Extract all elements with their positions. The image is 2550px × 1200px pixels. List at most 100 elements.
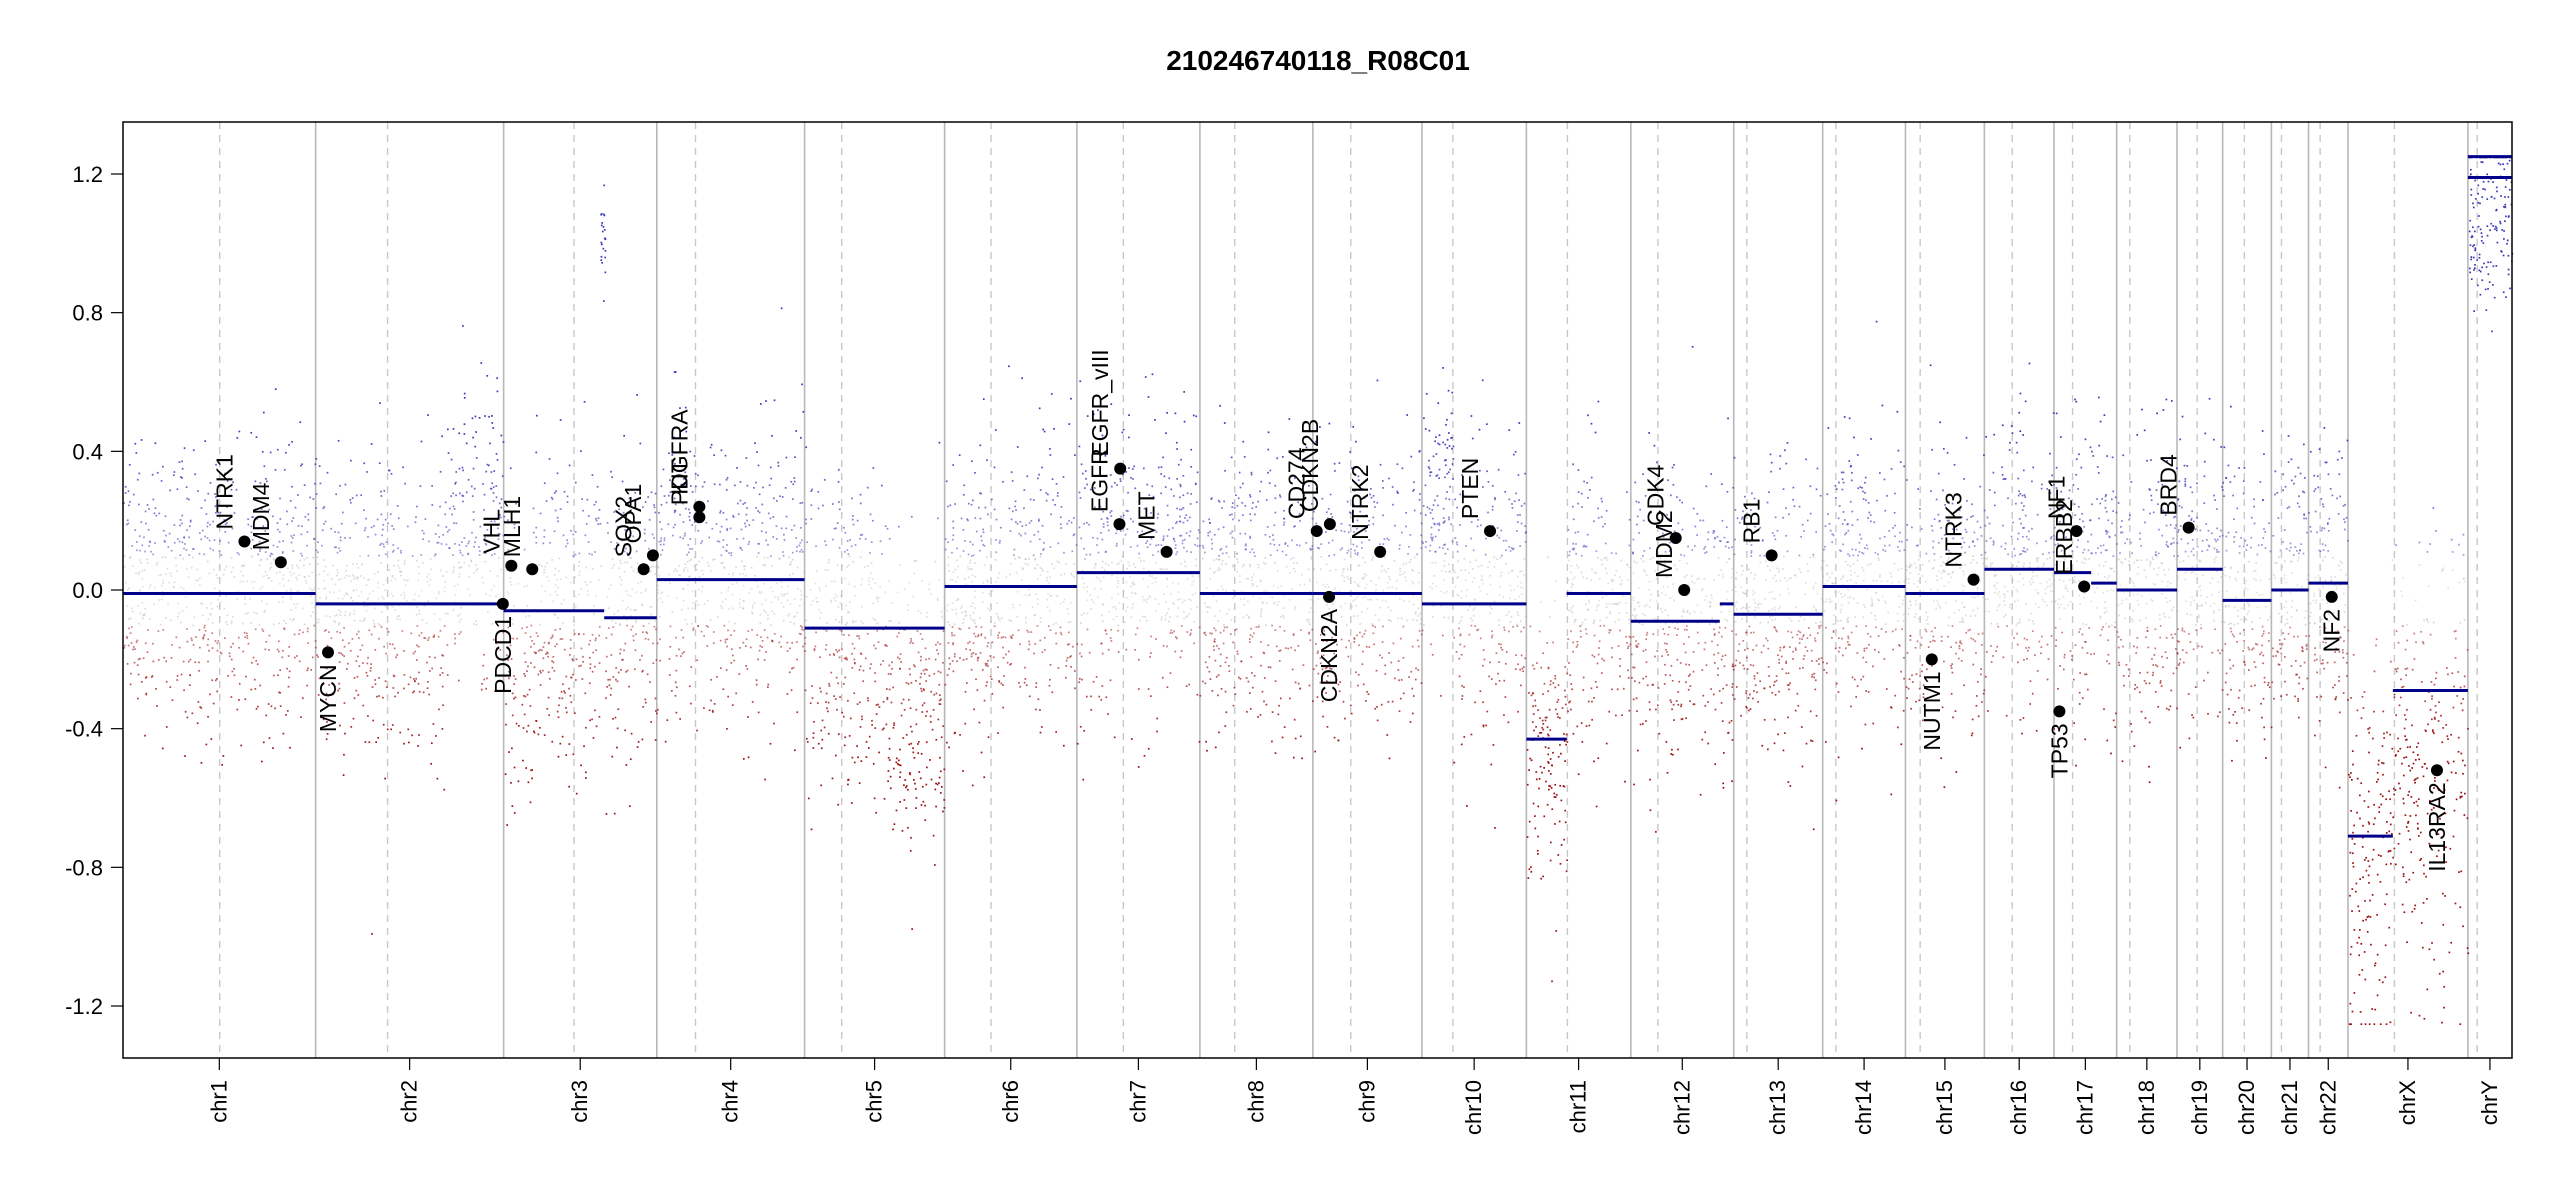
probe-point [350, 580, 353, 583]
probe-point [589, 667, 592, 670]
probe-point [336, 630, 338, 633]
probe-point [353, 575, 355, 578]
probe-point [1253, 551, 1255, 554]
probe-point [218, 565, 221, 568]
probe-point [951, 578, 954, 581]
probe-point [888, 580, 891, 583]
probe-point [225, 595, 227, 597]
probe-point [282, 578, 284, 580]
probe-point [422, 538, 424, 541]
probe-point [1166, 585, 1169, 588]
probe-point [168, 532, 171, 535]
probe-point [940, 736, 943, 739]
probe-point [788, 613, 791, 615]
probe-point [1164, 486, 1167, 488]
probe-point [1002, 636, 1005, 638]
probe-point [909, 707, 912, 710]
probe-point [238, 682, 241, 685]
probe-point [936, 641, 939, 644]
probe-point [1471, 581, 1474, 583]
probe-point [251, 555, 254, 558]
probe-point [752, 604, 754, 607]
probe-point [126, 663, 129, 665]
probe-point [1024, 666, 1026, 669]
probe-point [486, 677, 488, 680]
probe-point [1307, 618, 1310, 621]
probe-point [281, 656, 284, 659]
probe-point [1482, 725, 1485, 728]
probe-point [1195, 415, 1198, 418]
probe-point [1002, 656, 1005, 659]
probe-point [765, 531, 767, 534]
probe-point [455, 471, 458, 473]
probe-point [912, 751, 915, 754]
probe-point [1010, 471, 1013, 474]
probe-point [1460, 597, 1462, 599]
probe-point [337, 439, 340, 442]
probe-point [232, 566, 234, 569]
probe-point [1079, 725, 1082, 728]
probe-point [655, 710, 657, 712]
probe-point [1025, 524, 1027, 527]
probe-point [1524, 657, 1527, 660]
probe-point [180, 673, 183, 676]
probe-point [572, 533, 575, 536]
probe-point [1249, 634, 1252, 636]
probe-point [1272, 585, 1275, 587]
probe-point [658, 574, 661, 577]
probe-point [771, 435, 773, 437]
probe-point [232, 642, 234, 645]
probe-point [307, 642, 310, 644]
probe-point [1327, 675, 1329, 677]
probe-point [923, 672, 926, 675]
probe-point [211, 647, 214, 649]
probe-point [1029, 540, 1032, 543]
probe-point [691, 491, 694, 493]
probe-point [1474, 701, 1476, 704]
probe-point [969, 540, 972, 543]
probe-point [1327, 613, 1330, 616]
probe-point [448, 547, 450, 549]
probe-point [218, 550, 221, 552]
probe-point [1339, 605, 1342, 608]
probe-point [1108, 610, 1111, 613]
probe-point [1131, 607, 1134, 609]
probe-point [493, 584, 495, 587]
probe-point [1368, 524, 1370, 526]
probe-point [403, 563, 406, 565]
probe-point [1201, 544, 1204, 547]
probe-point [935, 738, 938, 741]
probe-point [899, 653, 902, 655]
probe-point [524, 695, 527, 698]
probe-point [1219, 653, 1222, 656]
probe-point [293, 572, 296, 575]
probe-point [558, 557, 561, 560]
probe-point [496, 575, 499, 577]
probe-point [538, 564, 541, 566]
probe-point [621, 658, 623, 661]
probe-point [1249, 537, 1252, 539]
probe-point [729, 527, 732, 530]
probe-point [311, 571, 313, 574]
probe-point [133, 661, 136, 664]
probe-point [896, 763, 899, 765]
probe-point [588, 552, 591, 555]
probe-point [610, 654, 613, 656]
probe-point [1246, 600, 1249, 603]
probe-point [908, 668, 911, 670]
probe-point [143, 536, 145, 539]
probe-point [456, 583, 459, 586]
probe-point [429, 670, 431, 672]
probe-point [126, 519, 129, 522]
probe-point [1519, 514, 1521, 516]
probe-point [709, 619, 712, 622]
probe-point [705, 624, 708, 627]
probe-point [1251, 576, 1253, 579]
probe-point [632, 526, 635, 528]
probe-point [247, 523, 250, 526]
probe-point [335, 493, 338, 496]
probe-point [1095, 676, 1098, 678]
probe-point [205, 743, 208, 746]
probe-point [150, 550, 152, 553]
probe-point [184, 543, 186, 545]
